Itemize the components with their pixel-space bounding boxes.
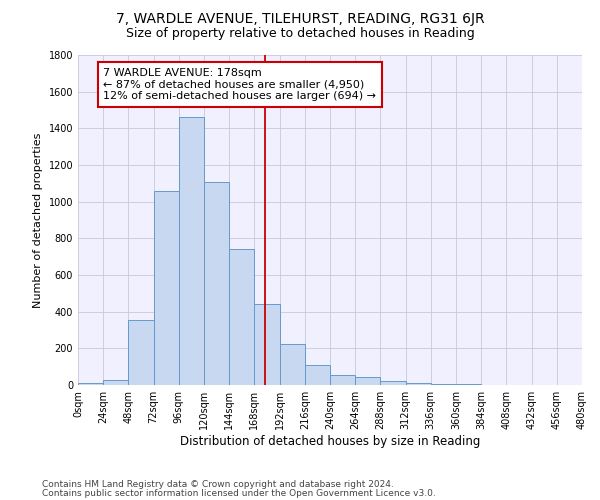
Bar [179, 118, 204, 385]
Bar [280, 344, 305, 385]
Text: 7 WARDLE AVENUE: 178sqm
← 87% of detached houses are smaller (4,950)
12% of semi: 7 WARDLE AVENUE: 178sqm ← 87% of detache… [103, 68, 376, 101]
Bar [103, 380, 128, 385]
Bar [355, 377, 380, 385]
X-axis label: Distribution of detached houses by size in Reading: Distribution of detached houses by size … [180, 434, 480, 448]
Bar [431, 384, 456, 385]
Bar [204, 182, 229, 385]
Bar [78, 383, 103, 385]
Text: Contains HM Land Registry data © Crown copyright and database right 2024.: Contains HM Land Registry data © Crown c… [42, 480, 394, 489]
Bar [254, 304, 280, 385]
Text: Size of property relative to detached houses in Reading: Size of property relative to detached ho… [125, 28, 475, 40]
Y-axis label: Number of detached properties: Number of detached properties [33, 132, 43, 308]
Bar [305, 365, 330, 385]
Text: Contains public sector information licensed under the Open Government Licence v3: Contains public sector information licen… [42, 489, 436, 498]
Bar [128, 320, 154, 385]
Text: 7, WARDLE AVENUE, TILEHURST, READING, RG31 6JR: 7, WARDLE AVENUE, TILEHURST, READING, RG… [116, 12, 484, 26]
Bar [406, 383, 431, 385]
Bar [229, 250, 254, 385]
Bar [154, 190, 179, 385]
Bar [330, 375, 355, 385]
Bar [380, 382, 406, 385]
Bar [456, 384, 481, 385]
